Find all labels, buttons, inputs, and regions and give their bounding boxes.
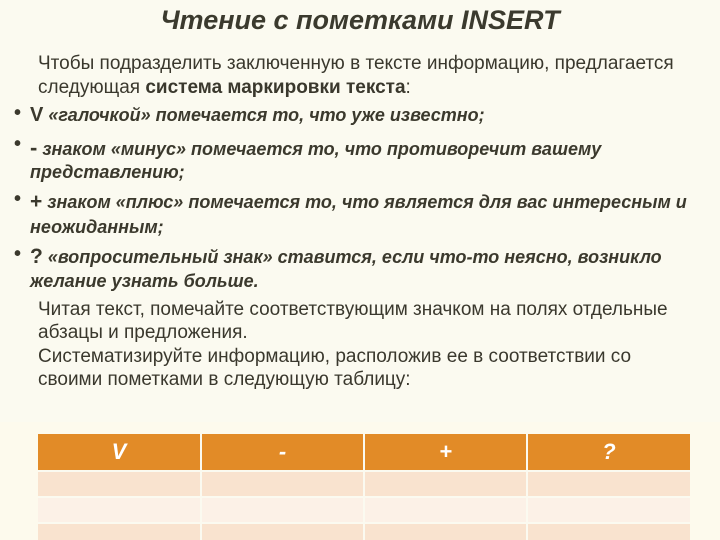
intro-paragraph: Чтобы подразделить заключенную в тексте …: [38, 52, 700, 99]
table-cell: [527, 471, 690, 497]
mark-item-minus: - знаком «минус» помечается то, что прот…: [14, 134, 700, 184]
intro-bold: система маркировки текста: [145, 77, 405, 98]
mark-text: знаком «плюс» помечается то, что являетс…: [30, 192, 687, 236]
table-cell: [364, 471, 527, 497]
table-header-row: V - + ?: [38, 434, 690, 471]
mark-text: «вопросительный знак» ставится, если что…: [30, 247, 662, 291]
slide-title: Чтение с пометками INSERT: [0, 5, 720, 36]
mark-symbol: V: [30, 104, 43, 126]
table-cell: [201, 523, 364, 540]
table-row: [38, 523, 690, 540]
table-cell: [201, 497, 364, 523]
slide-body: Чтобы подразделить заключенную в тексте …: [14, 52, 700, 391]
outro-line-2: Систематизируйте информацию, расположив …: [38, 346, 631, 390]
mark-item-plus: + знаком «плюс» помечается то, что являе…: [14, 189, 700, 237]
table-header-cell: +: [364, 434, 527, 471]
mark-symbol: ?: [30, 245, 43, 268]
mark-item-v: V «галочкой» помечается то, что уже изве…: [14, 103, 700, 128]
outro-paragraph: Читая текст, помечайте соответствующим з…: [38, 298, 700, 391]
insert-table: V - + ?: [38, 434, 690, 540]
table-header-cell: V: [38, 434, 201, 471]
intro-text-2: :: [406, 77, 411, 98]
table-cell: [364, 523, 527, 540]
mark-item-question: ? «вопросительный знак» ставится, если ч…: [14, 244, 700, 292]
marks-list: V «галочкой» помечается то, что уже изве…: [14, 103, 700, 292]
mark-text: «галочкой» помечается то, что уже извест…: [43, 105, 484, 125]
table-row: [38, 497, 690, 523]
table-cell: [527, 523, 690, 540]
table-cell: [201, 471, 364, 497]
mark-symbol: +: [30, 190, 42, 213]
table-row: [38, 471, 690, 497]
table-cell: [527, 497, 690, 523]
mark-text: знаком «минус» помечается то, что против…: [30, 139, 601, 182]
slide: Чтение с пометками INSERT Чтобы подразде…: [0, 0, 720, 540]
table-cell: [38, 523, 201, 540]
table-header-cell: -: [201, 434, 364, 471]
table-cell: [38, 471, 201, 497]
outro-line-1: Читая текст, помечайте соответствующим з…: [38, 299, 668, 343]
table-header-cell: ?: [527, 434, 690, 471]
table-cell: [364, 497, 527, 523]
table-cell: [38, 497, 201, 523]
